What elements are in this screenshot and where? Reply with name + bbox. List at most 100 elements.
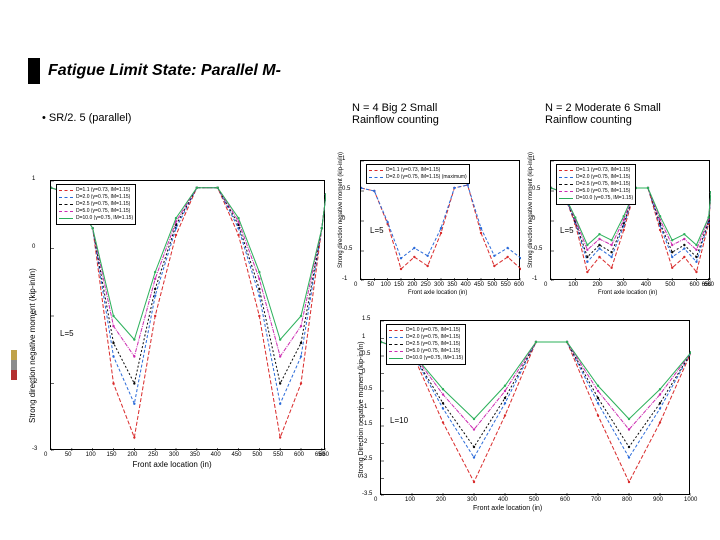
legend-item: D=2.0 (γ=0.75, IM=1.15) (maximum) bbox=[369, 174, 467, 181]
xtick-label: 450 bbox=[474, 282, 484, 288]
xtick-label: 350 bbox=[447, 282, 457, 288]
legend-item: D=2.0 (γ=0.75, IM=1.15) bbox=[389, 334, 463, 341]
title-bar: Fatigue Limit State: Parallel M- bbox=[28, 58, 281, 84]
ylabel: Strong direction negative moment (kip-in… bbox=[338, 152, 344, 268]
legend-item: D=2.0 (γ=0.75, IM=1.15) bbox=[559, 174, 633, 181]
xtick-label: 300 bbox=[617, 282, 627, 288]
legend-label: D=5.0 (γ=0.75, IM=1.15) bbox=[76, 208, 130, 215]
legend: D=1.1 (γ=0.73, IM=1.15)D=2.0 (γ=0.75, IM… bbox=[366, 164, 470, 184]
xlabel: Front axle location (in) bbox=[598, 290, 657, 296]
legend: D=1.1 (γ=0.73, IM=1.15)D=2.0 (γ=0.75, IM… bbox=[556, 164, 636, 205]
subhead-right: N = 2 Moderate 6 Small Rainflow counting bbox=[545, 102, 661, 126]
legend-label: D=2.5 (γ=0.75, IM=1.15) bbox=[406, 341, 460, 348]
legend-label: D=10.0 (γ=0.75, IM=1.15) bbox=[406, 355, 463, 362]
ytick-label: -1 bbox=[342, 276, 347, 282]
legend-label: D=10.0 (γ=0.75, IM=1.15) bbox=[76, 215, 133, 222]
xtick-label: 250 bbox=[421, 282, 431, 288]
xtick-label: 400 bbox=[461, 282, 471, 288]
xtick-label: 50 bbox=[367, 282, 374, 288]
legend-swatch-icon bbox=[559, 198, 573, 199]
stripe-seg-1 bbox=[11, 350, 17, 360]
xlabel: Front axle location (in) bbox=[473, 505, 542, 512]
legend-item: D=1.1 (γ=0.73, IM=1.15) bbox=[559, 167, 633, 174]
legend-swatch-icon bbox=[369, 170, 383, 171]
ylabel: Strong Direction negative moment (kip-in… bbox=[358, 341, 365, 478]
xtick-label: 300 bbox=[169, 452, 179, 458]
xtick-label: 50 bbox=[65, 452, 72, 458]
legend-swatch-icon bbox=[389, 351, 403, 352]
legend-item: D=1.1 (γ=0.73, IM=1.15) bbox=[369, 167, 467, 174]
ytick-label: 0 bbox=[32, 244, 35, 250]
xtick-label: 400 bbox=[211, 452, 221, 458]
legend-label: D=1.0 (γ=0.75, IM=1.15) bbox=[406, 327, 460, 334]
subhead-mid: N = 4 Big 2 Small Rainflow counting bbox=[352, 102, 439, 126]
xtick-label: 550 bbox=[273, 452, 283, 458]
legend-item: D=2.5 (γ=0.75, IM=1.15) bbox=[59, 201, 133, 208]
xtick-label: 150 bbox=[394, 282, 404, 288]
xlabel: Front axle location (in) bbox=[408, 290, 467, 296]
xtick-label: 100 bbox=[568, 282, 578, 288]
subhead-left: • SR/2. 5 (parallel) bbox=[42, 112, 131, 124]
legend-item: D=2.5 (γ=0.75, IM=1.15) bbox=[559, 181, 633, 188]
legend-swatch-icon bbox=[559, 177, 573, 178]
legend-swatch-icon bbox=[369, 177, 383, 178]
xtick-label: 700 bbox=[591, 497, 601, 503]
xtick-label: 150 bbox=[107, 452, 117, 458]
xtick-label: 100 bbox=[405, 497, 415, 503]
annotation: L=5 bbox=[60, 329, 74, 338]
xtick-label: 100 bbox=[86, 452, 96, 458]
xtick-label: 450 bbox=[232, 452, 242, 458]
side-stripe bbox=[11, 350, 17, 380]
title-block-icon bbox=[28, 58, 40, 84]
legend-label: D=2.5 (γ=0.75, IM=1.15) bbox=[76, 201, 130, 208]
xtick-label: 350 bbox=[190, 452, 200, 458]
legend: D=1.0 (γ=0.75, IM=1.15)D=2.0 (γ=0.75, IM… bbox=[386, 324, 466, 365]
legend-item: D=10.0 (γ=0.75, IM=1.15) bbox=[59, 215, 133, 222]
xtick-label: 550 bbox=[501, 282, 511, 288]
xtick-label: 600 bbox=[560, 497, 570, 503]
xtick-label: 200 bbox=[407, 282, 417, 288]
ytick-label: -1 bbox=[532, 276, 537, 282]
xtick-label: 200 bbox=[436, 497, 446, 503]
page-title: Fatigue Limit State: Parallel M- bbox=[48, 62, 281, 80]
annotation: L=5 bbox=[370, 226, 384, 235]
legend-swatch-icon bbox=[389, 344, 403, 345]
ytick-label: -3 bbox=[32, 446, 37, 452]
legend-label: D=2.0 (γ=0.75, IM=1.15) bbox=[576, 174, 630, 181]
legend: D=1.1 (γ=0.73, IM=1.15)D=2.0 (γ=0.75, IM… bbox=[56, 184, 136, 225]
xtick-label: 660 bbox=[319, 452, 329, 458]
xtick-label: 600 bbox=[514, 282, 524, 288]
xtick-label: 900 bbox=[653, 497, 663, 503]
legend-label: D=1.1 (γ=0.73, IM=1.15) bbox=[76, 187, 130, 194]
legend-swatch-icon bbox=[559, 191, 573, 192]
legend-swatch-icon bbox=[559, 184, 573, 185]
xtick-label: 600 bbox=[294, 452, 304, 458]
legend-item: D=2.5 (γ=0.75, IM=1.15) bbox=[389, 341, 463, 348]
xtick-label: 1000 bbox=[684, 497, 697, 503]
legend-swatch-icon bbox=[59, 204, 73, 205]
legend-item: D=2.0 (γ=0.75, IM=1.15) bbox=[59, 194, 133, 201]
annotation: L=5 bbox=[560, 226, 574, 235]
legend-label: D=2.0 (γ=0.75, IM=1.15) bbox=[76, 194, 130, 201]
legend-label: D=2.0 (γ=0.75, IM=1.15) bbox=[406, 334, 460, 341]
legend-label: D=5.0 (γ=0.75, IM=1.15) bbox=[406, 348, 460, 355]
legend-item: D=1.0 (γ=0.75, IM=1.15) bbox=[389, 327, 463, 334]
xtick-label: 660 bbox=[704, 282, 714, 288]
xtick-label: 200 bbox=[127, 452, 137, 458]
xtick-label: 300 bbox=[467, 497, 477, 503]
stripe-seg-2 bbox=[11, 360, 17, 370]
legend-label: D=2.0 (γ=0.75, IM=1.15) (maximum) bbox=[386, 174, 467, 181]
xtick-label: 0 bbox=[44, 452, 47, 458]
legend-label: D=1.1 (γ=0.73, IM=1.15) bbox=[386, 167, 440, 174]
xtick-label: 300 bbox=[434, 282, 444, 288]
ylabel: Strong direction negative moment (kip-in… bbox=[28, 268, 37, 423]
legend-swatch-icon bbox=[59, 197, 73, 198]
stripe-seg-3 bbox=[11, 370, 17, 380]
legend-swatch-icon bbox=[389, 330, 403, 331]
xtick-label: 400 bbox=[641, 282, 651, 288]
ytick-label: 1 bbox=[362, 334, 365, 340]
xtick-label: 500 bbox=[252, 452, 262, 458]
ytick-label: 1 bbox=[32, 176, 35, 182]
xtick-label: 600 bbox=[689, 282, 699, 288]
xtick-label: 100 bbox=[381, 282, 391, 288]
